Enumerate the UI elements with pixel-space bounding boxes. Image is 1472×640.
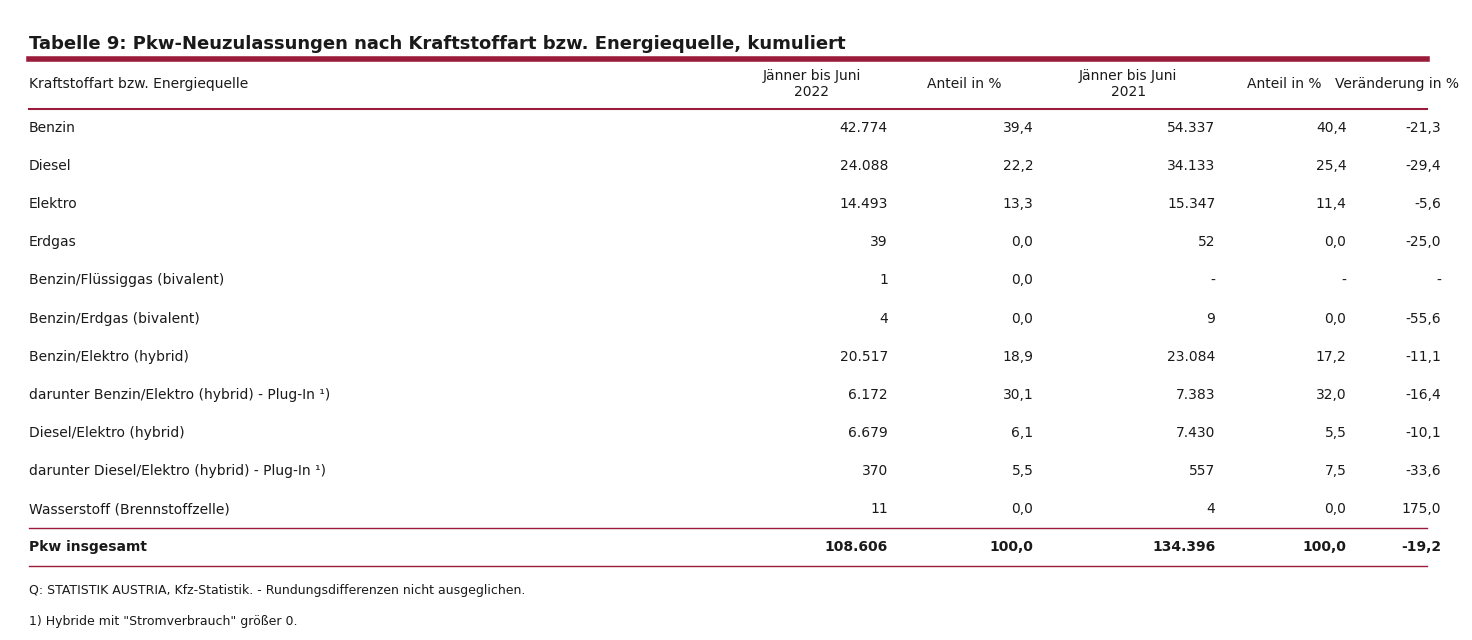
Text: 0,0: 0,0: [1325, 312, 1347, 326]
Text: 39: 39: [870, 236, 888, 249]
Text: Q: STATISTIK AUSTRIA, Kfz-Statistik. - Rundungsdifferenzen nicht ausgeglichen.: Q: STATISTIK AUSTRIA, Kfz-Statistik. - R…: [29, 584, 526, 597]
Text: 0,0: 0,0: [1325, 236, 1347, 249]
Text: Kraftstoffart bzw. Energiequelle: Kraftstoffart bzw. Energiequelle: [29, 77, 249, 91]
Text: Benzin: Benzin: [29, 121, 77, 135]
Text: Anteil in %: Anteil in %: [1247, 77, 1322, 91]
Text: 5,5: 5,5: [1325, 426, 1347, 440]
Text: 11,4: 11,4: [1316, 197, 1347, 211]
Text: 14.493: 14.493: [839, 197, 888, 211]
Text: 7.383: 7.383: [1176, 388, 1216, 402]
Text: 20.517: 20.517: [839, 349, 888, 364]
Text: 34.133: 34.133: [1167, 159, 1216, 173]
Text: -: -: [1341, 273, 1347, 287]
Text: -10,1: -10,1: [1406, 426, 1441, 440]
Text: 5,5: 5,5: [1011, 464, 1033, 478]
Text: Benzin/Erdgas (bivalent): Benzin/Erdgas (bivalent): [29, 312, 200, 326]
Text: 6.172: 6.172: [848, 388, 888, 402]
Text: -11,1: -11,1: [1406, 349, 1441, 364]
Text: -21,3: -21,3: [1406, 121, 1441, 135]
Text: Pkw insgesamt: Pkw insgesamt: [29, 540, 147, 554]
Text: 0,0: 0,0: [1011, 502, 1033, 516]
Text: 6,1: 6,1: [1011, 426, 1033, 440]
Text: 100,0: 100,0: [1303, 540, 1347, 554]
Text: 7.430: 7.430: [1176, 426, 1216, 440]
Text: Diesel/Elektro (hybrid): Diesel/Elektro (hybrid): [29, 426, 185, 440]
Text: Elektro: Elektro: [29, 197, 78, 211]
Text: 0,0: 0,0: [1325, 502, 1347, 516]
Text: 7,5: 7,5: [1325, 464, 1347, 478]
Text: 0,0: 0,0: [1011, 273, 1033, 287]
Text: Veränderung in %: Veränderung in %: [1335, 77, 1459, 91]
Text: -5,6: -5,6: [1415, 197, 1441, 211]
Text: Tabelle 9: Pkw-Neuzulassungen nach Kraftstoffart bzw. Energiequelle, kumuliert: Tabelle 9: Pkw-Neuzulassungen nach Kraft…: [29, 35, 846, 53]
Text: -: -: [1437, 273, 1441, 287]
Text: Jänner bis Juni
2021: Jänner bis Juni 2021: [1079, 68, 1178, 99]
Text: Benzin/Flüssiggas (bivalent): Benzin/Flüssiggas (bivalent): [29, 273, 224, 287]
Text: 17,2: 17,2: [1316, 349, 1347, 364]
Text: 108.606: 108.606: [824, 540, 888, 554]
Text: 15.347: 15.347: [1167, 197, 1216, 211]
Text: Jänner bis Juni
2022: Jänner bis Juni 2022: [762, 68, 861, 99]
Text: 25,4: 25,4: [1316, 159, 1347, 173]
Text: 6.679: 6.679: [848, 426, 888, 440]
Text: 30,1: 30,1: [1002, 388, 1033, 402]
Text: -: -: [1210, 273, 1216, 287]
Text: 100,0: 100,0: [989, 540, 1033, 554]
Text: 1) Hybride mit "Stromverbrauch" größer 0.: 1) Hybride mit "Stromverbrauch" größer 0…: [29, 615, 297, 628]
Text: 40,4: 40,4: [1316, 121, 1347, 135]
Text: 32,0: 32,0: [1316, 388, 1347, 402]
Text: 0,0: 0,0: [1011, 236, 1033, 249]
Text: Erdgas: Erdgas: [29, 236, 77, 249]
Text: Wasserstoff (Brennstoffzelle): Wasserstoff (Brennstoffzelle): [29, 502, 230, 516]
Text: 370: 370: [861, 464, 888, 478]
Text: 52: 52: [1198, 236, 1216, 249]
Text: -29,4: -29,4: [1406, 159, 1441, 173]
Text: 4: 4: [1207, 502, 1216, 516]
Text: 54.337: 54.337: [1167, 121, 1216, 135]
Text: darunter Benzin/Elektro (hybrid) - Plug-In ¹): darunter Benzin/Elektro (hybrid) - Plug-…: [29, 388, 330, 402]
Text: -19,2: -19,2: [1401, 540, 1441, 554]
Text: Diesel: Diesel: [29, 159, 72, 173]
Text: 24.088: 24.088: [839, 159, 888, 173]
Text: 22,2: 22,2: [1002, 159, 1033, 173]
Text: 134.396: 134.396: [1153, 540, 1216, 554]
Text: -16,4: -16,4: [1406, 388, 1441, 402]
Text: -55,6: -55,6: [1406, 312, 1441, 326]
Text: 13,3: 13,3: [1002, 197, 1033, 211]
Text: -25,0: -25,0: [1406, 236, 1441, 249]
Text: 42.774: 42.774: [841, 121, 888, 135]
Text: 4: 4: [879, 312, 888, 326]
Text: 23.084: 23.084: [1167, 349, 1216, 364]
Text: -33,6: -33,6: [1406, 464, 1441, 478]
Text: Benzin/Elektro (hybrid): Benzin/Elektro (hybrid): [29, 349, 188, 364]
Text: 0,0: 0,0: [1011, 312, 1033, 326]
Text: 1: 1: [879, 273, 888, 287]
Text: 18,9: 18,9: [1002, 349, 1033, 364]
Text: Anteil in %: Anteil in %: [927, 77, 1001, 91]
Text: 11: 11: [870, 502, 888, 516]
Text: 175,0: 175,0: [1401, 502, 1441, 516]
Text: darunter Diesel/Elektro (hybrid) - Plug-In ¹): darunter Diesel/Elektro (hybrid) - Plug-…: [29, 464, 327, 478]
Text: 9: 9: [1207, 312, 1216, 326]
Text: 557: 557: [1189, 464, 1216, 478]
Text: 39,4: 39,4: [1002, 121, 1033, 135]
